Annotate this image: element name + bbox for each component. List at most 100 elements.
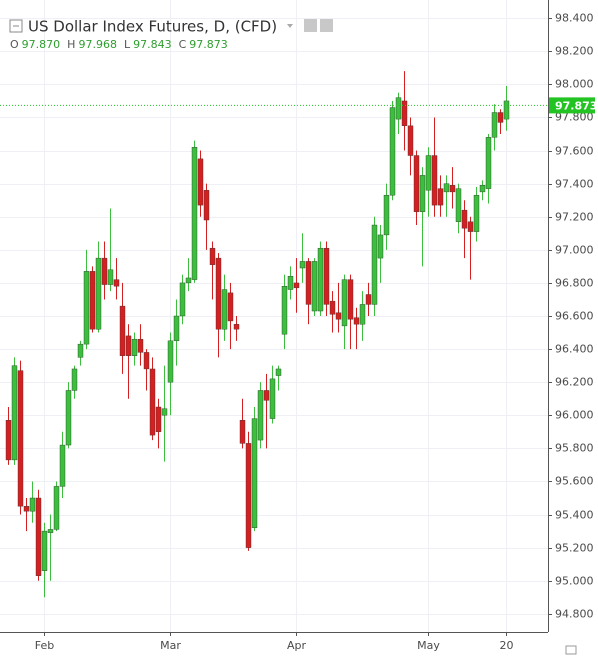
dropdown-arrow[interactable] [287,24,293,28]
y-tick-label: 96.400 [555,343,594,356]
candle-body [167,340,174,383]
ohlc-key: L [124,38,131,51]
candle-body [257,390,264,441]
candle-body [191,147,198,280]
candle-body [5,420,12,461]
candle-body [179,282,186,317]
candle-body [377,234,384,259]
gear-button[interactable] [320,19,333,32]
candle-body [365,294,372,305]
candle-body [293,282,300,289]
x-tick-label: 20 [500,639,514,652]
y-tick-label: 96.000 [555,409,594,422]
candle-body [107,269,114,285]
candle-body [299,261,306,269]
y-tick-label: 95.800 [555,442,594,455]
ohlc-key: C [179,38,187,51]
last-price-box [549,97,595,114]
candle-body [173,315,180,342]
candle-body [65,390,72,446]
candle-body [425,155,432,191]
candle-body [359,304,366,325]
candle-body [491,112,498,138]
candle-body [209,247,216,265]
candle-body [341,279,348,327]
ohlc-value: 97.968 [78,38,117,51]
y-tick-label: 94.800 [555,608,594,621]
candle-body [215,257,222,330]
y-tick-label: 97.000 [555,244,594,257]
settings-button[interactable] [304,19,317,32]
candle-body [437,188,444,206]
y-tick-label: 97.400 [555,178,594,191]
y-tick-label: 95.000 [555,575,594,588]
y-tick-label: 95.600 [555,475,594,488]
candle-body [233,324,240,330]
candle-body [35,497,42,576]
candle-body [113,279,120,287]
candle-body [125,335,132,356]
x-tick-label: Feb [35,639,54,652]
candle-body [275,368,282,376]
candle-body [137,338,144,353]
ohlc-value: 97.870 [22,38,61,51]
candle-body [89,271,96,330]
candle-body [389,107,396,196]
ohlc-key: O [10,38,19,51]
candle-body [431,155,438,206]
y-tick-label: 98.000 [555,78,594,91]
candle-body [227,292,234,322]
y-tick-label: 97.800 [555,111,594,124]
candle-body [305,261,312,305]
candle-body [155,406,162,433]
candle-body [47,529,54,533]
y-tick-label: 97.200 [555,211,594,224]
x-tick-label: Mar [160,639,181,652]
candle-body [17,370,24,507]
candle-body [239,420,246,444]
y-tick-label: 96.800 [555,277,594,290]
candle-body [161,408,168,416]
x-tick-label: May [417,639,440,652]
chart-title: US Dollar Index Futures, D, (CFD) [28,18,277,36]
candles [5,71,510,598]
candle-body [245,443,252,548]
candle-body [197,158,204,206]
candle-body [11,365,18,461]
candle-body [119,305,126,356]
candle-body [251,418,258,528]
candle-body [185,277,192,284]
candle-body [101,257,108,285]
y-tick-label: 96.600 [555,310,594,323]
candle-body [467,221,474,232]
candle-body [29,497,36,512]
candle-body [329,300,336,315]
candle-body [395,97,402,120]
candle-body [41,530,48,571]
candle-body [323,247,330,305]
candle-body [143,352,150,370]
candle-body [497,112,504,123]
candle-body [479,185,486,193]
candle-body [335,312,342,320]
candle-body [401,100,408,126]
candle-body [221,289,228,330]
candle-body [353,317,360,325]
y-tick-label: 98.200 [555,45,594,58]
y-tick-label: 96.200 [555,376,594,389]
candle-body [95,257,102,330]
candle-body [371,224,378,305]
candle-body [269,378,276,419]
ohlc-header: O 97.870 H 97.968 L 97.843 C 97.873 [10,38,228,51]
corner-icon[interactable] [565,645,577,655]
axes: 94.800 95.000 95.200 95.400 95.600 95.800 96.0… [0,12,597,652]
candle-body [71,368,78,391]
ohlc-value: 97.873 [189,38,228,51]
x-tick-label: Apr [287,639,307,652]
candle-body [443,183,450,193]
candle-body [311,261,318,312]
y-tick-label: 95.400 [555,509,594,522]
candle-body [449,185,456,193]
